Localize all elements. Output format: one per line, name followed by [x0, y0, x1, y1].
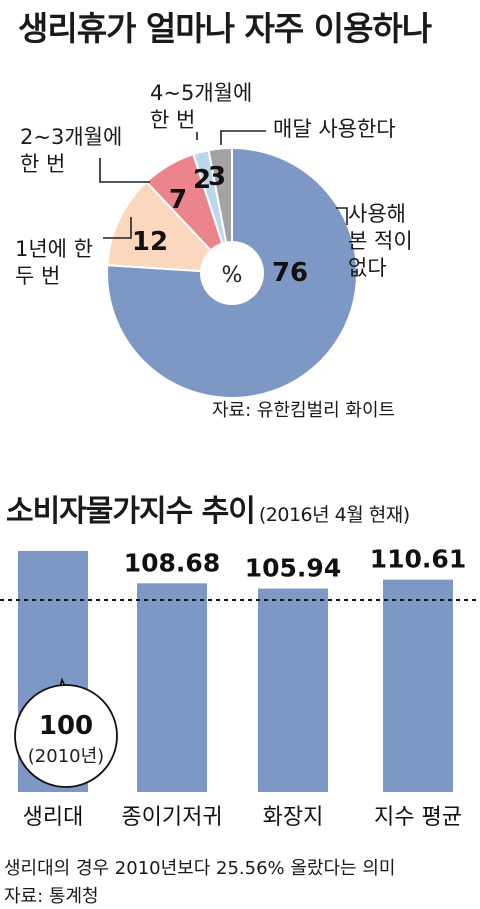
- category-label: 지수 평균: [374, 805, 462, 830]
- slice-value-12: 12: [132, 227, 168, 257]
- category-label: 종이기저귀: [121, 805, 222, 830]
- pie-center-label: %: [222, 263, 243, 288]
- slice-value-2: 2: [193, 165, 211, 195]
- slice-label-4-5-months: 4~5개월에 한 번: [150, 81, 253, 132]
- pie-chart-title: 생리휴가 얼마나 자주 이용하나: [18, 9, 432, 48]
- bar-value-label: 125.56: [5, 540, 101, 545]
- baseline-callout-circle: [14, 684, 118, 788]
- bar-chart-subtitle: (2016년 4월 현재): [258, 504, 410, 526]
- leader-line-12: [103, 217, 132, 239]
- pie-slice-0: [106, 146, 358, 399]
- slice-label-yearly: 1년에 한 두 번: [15, 237, 93, 288]
- pie-slice-1: [106, 180, 235, 275]
- pie-chart: % 76 12 7 2 3: [99, 130, 358, 399]
- bar-chart-title: 소비자물가지수 추이 (2016년 4월 현재): [6, 494, 410, 529]
- category-label: 화장지: [263, 805, 324, 830]
- bar-value-label: 110.61: [370, 545, 466, 574]
- slice-label-never: 사용해 본 적이 없다: [348, 202, 413, 280]
- bar-3: [383, 579, 453, 792]
- category-label: 생리대: [23, 805, 84, 830]
- slice-value-7: 7: [169, 185, 187, 215]
- bar-1: [137, 583, 207, 792]
- bar-chart-source: 자료: 통계청: [4, 886, 99, 907]
- pie-source: 자료: 유한킴벌리 화이트: [212, 400, 396, 421]
- baseline-value: 100: [39, 711, 93, 741]
- leader-line-7: [99, 158, 150, 183]
- bar-value-label: 105.94: [245, 554, 341, 583]
- slice-label-2-3-months: 2~3개월에 한 번: [20, 125, 123, 176]
- pie-center-hole: [200, 241, 264, 305]
- bar-chart-note: 생리대의 경우 2010년보다 25.56% 올랐다는 의미: [4, 858, 396, 879]
- slice-value-3: 3: [208, 162, 226, 192]
- bar-2: [258, 588, 328, 792]
- bar-chart: 125.56 생리대 108.68 종이기저귀 105.94 화장지 110.61 지수 평균…: [0, 540, 480, 830]
- slice-label-monthly: 매달 사용한다: [273, 117, 396, 141]
- bar-value-label: 108.68: [124, 548, 220, 577]
- slice-value-76: 76: [272, 258, 308, 288]
- baseline-year: (2010년): [28, 746, 104, 767]
- leader-line-3: [220, 130, 266, 145]
- leader-line-76: [336, 207, 348, 225]
